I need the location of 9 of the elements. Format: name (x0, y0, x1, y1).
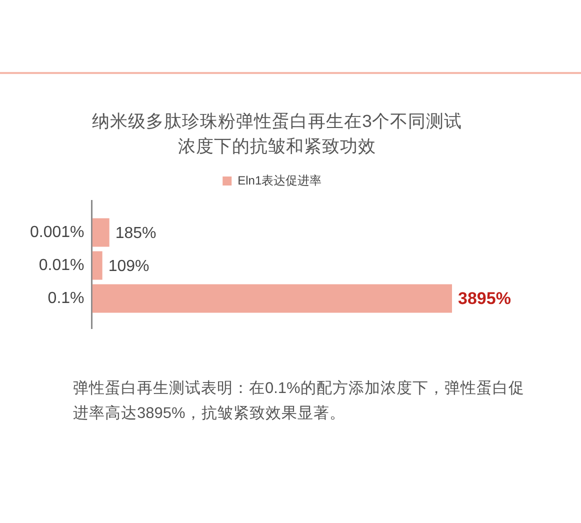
data-label: 3895% (458, 289, 511, 308)
y-tick-label: 0.001% (30, 224, 84, 241)
chart-title: 纳米级多肽珍珠粉弹性蛋白再生在3个不同测试浓度下的抗皱和紧致功效 (91, 110, 463, 158)
data-label: 185% (115, 224, 156, 242)
data-label: 109% (108, 258, 150, 275)
y-tick-label: 0.01% (38, 256, 84, 274)
y-tick-label: 0.1% (48, 290, 84, 307)
legend-label: Eln1表达促进率 (238, 173, 322, 188)
text: 弹性蛋白再生测试表明：在0.1%的配方添加浓度下，弹性蛋白促进率高达3895%，抗皱紧致效果显著。 (73, 379, 526, 424)
